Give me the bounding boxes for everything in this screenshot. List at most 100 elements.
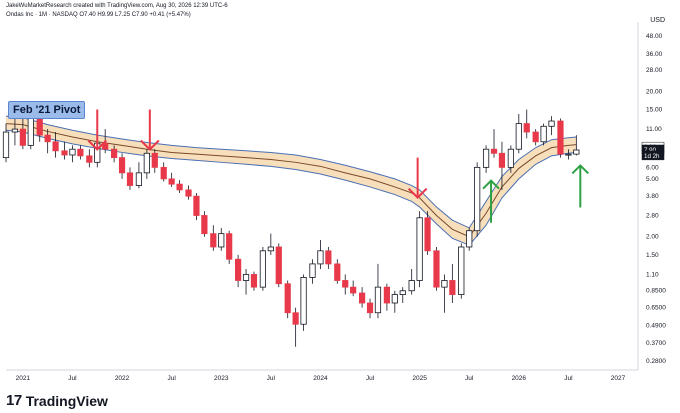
tradingview-wordmark: TradingView xyxy=(25,392,108,409)
candle-body xyxy=(391,294,398,304)
time-tick-label: Jul xyxy=(366,375,375,382)
candle-body xyxy=(19,128,26,146)
candle-body xyxy=(441,280,448,288)
time-tick-label: Jul xyxy=(267,375,276,382)
price-badge-text: 7.90 xyxy=(644,147,657,154)
time-tick-label: 2023 xyxy=(214,375,229,382)
candle-body xyxy=(416,217,423,281)
candle-body xyxy=(573,149,580,155)
candle-body xyxy=(193,195,200,216)
candle-body xyxy=(498,152,506,168)
time-tick-label: Jul xyxy=(167,375,176,382)
candle-body xyxy=(135,172,143,186)
candle-body xyxy=(2,131,10,159)
candle-body xyxy=(61,150,68,156)
pivot-label: Feb '21 Pivot xyxy=(8,101,86,119)
candle-body xyxy=(548,120,555,127)
candle-body xyxy=(235,258,242,281)
candle-body xyxy=(424,217,431,252)
red-arrowhead xyxy=(407,187,428,200)
candle-body xyxy=(399,290,406,295)
time-tick-label: 2026 xyxy=(512,375,527,382)
price-tick-label: 6.00 xyxy=(646,164,659,171)
candle-body xyxy=(275,246,282,285)
candle-body xyxy=(482,148,490,168)
candle-body xyxy=(515,123,522,150)
candle-body xyxy=(342,280,349,288)
candle-body xyxy=(160,166,167,180)
candle-body xyxy=(383,286,390,304)
green-arrowhead xyxy=(571,164,590,175)
time-tick-label: 2022 xyxy=(115,375,130,382)
candle-body xyxy=(176,183,183,191)
time-tick-label: 2025 xyxy=(412,375,427,382)
candle-body xyxy=(449,280,456,295)
price-tick-label: 0.3700 xyxy=(646,340,666,347)
price-badge-text: 1d 2h xyxy=(644,153,660,160)
candle-body xyxy=(507,148,514,168)
candle-body xyxy=(358,292,366,304)
candle-body xyxy=(523,123,530,133)
time-tick-label: 2027 xyxy=(611,375,626,382)
candle-body xyxy=(325,250,332,265)
candle-body xyxy=(151,152,158,168)
tradingview-brand: 17 TradingView xyxy=(6,392,108,409)
candle-body xyxy=(366,302,374,314)
candle-body xyxy=(374,286,382,314)
candle-body xyxy=(292,312,299,325)
price-tick-label: 36.00 xyxy=(646,51,663,58)
price-tick-label: 1.10 xyxy=(646,271,659,278)
candle-body xyxy=(284,283,291,314)
tradingview-logo-icon: 17 xyxy=(6,392,22,409)
time-tick-label: Jul xyxy=(465,375,474,382)
candle-body xyxy=(490,148,498,154)
candle-body xyxy=(118,157,126,174)
price-tick-label: 0.6500 xyxy=(646,305,666,312)
price-tick-label: 0.4900 xyxy=(646,323,666,330)
candle-body xyxy=(218,233,225,248)
candle-body xyxy=(168,178,175,185)
time-tick-label: 2024 xyxy=(313,375,328,382)
price-tick-label: 0.8500 xyxy=(646,288,666,295)
candle-body xyxy=(52,141,59,152)
price-tick-label: 3.80 xyxy=(646,193,659,200)
candle-body xyxy=(458,246,465,295)
candle-body xyxy=(565,153,572,156)
candle-body xyxy=(300,277,307,325)
candle-body xyxy=(334,263,341,281)
candle-body xyxy=(143,152,150,174)
candle-body xyxy=(466,230,473,248)
candle-body xyxy=(126,172,134,186)
currency-label: USD xyxy=(650,17,665,24)
price-tick-label: 0.2800 xyxy=(646,358,666,365)
price-tick-label: 2.80 xyxy=(646,212,659,219)
price-tick-label: 11.00 xyxy=(646,126,662,133)
attribution-text: JakeWuMarketResearch created with Tradin… xyxy=(6,3,228,9)
price-tick-label: 48.00 xyxy=(646,33,663,40)
candle-body xyxy=(350,286,357,294)
candle-body xyxy=(267,246,274,252)
price-tick-label: 2.00 xyxy=(646,234,659,241)
candle-body xyxy=(532,131,539,143)
candle-body xyxy=(309,263,316,278)
candle-body xyxy=(259,250,267,288)
time-tick-label: Jul xyxy=(68,375,77,382)
candle-body xyxy=(242,274,250,281)
ema-band-mid xyxy=(5,123,577,238)
candle-body xyxy=(201,215,208,235)
price-tick-label: 20.00 xyxy=(646,88,663,95)
symbol-info: Ondas Inc · 1M · NASDAQ O7.40 H9.99 L7.2… xyxy=(6,12,191,18)
candle-body xyxy=(86,155,93,163)
candle-body xyxy=(433,250,440,288)
candle-body xyxy=(102,142,109,150)
candle-body xyxy=(111,148,118,159)
price-badge xyxy=(641,150,665,161)
candle-body xyxy=(11,128,19,133)
red-arrowhead xyxy=(140,139,160,151)
green-arrowhead xyxy=(482,179,500,190)
candle-body xyxy=(250,274,258,288)
candle-body xyxy=(77,148,84,157)
candle-body xyxy=(226,233,233,260)
candle-body xyxy=(44,134,51,143)
